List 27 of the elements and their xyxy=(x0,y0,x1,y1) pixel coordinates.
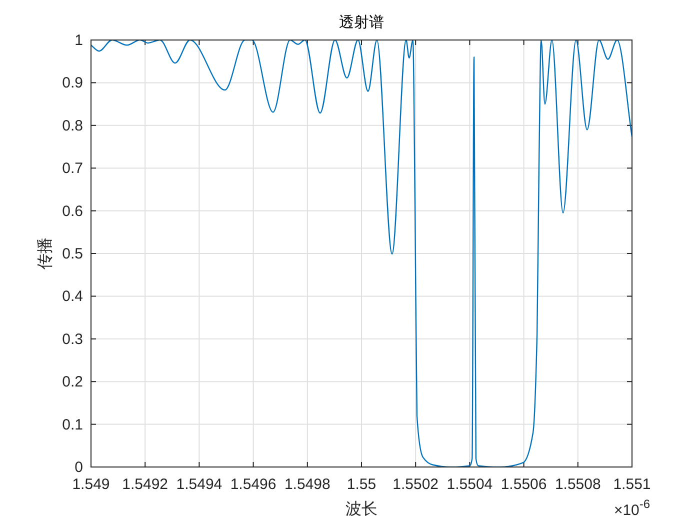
x-tick-label: 1.5506 xyxy=(500,476,547,493)
y-tick-label: 0.1 xyxy=(62,416,83,434)
y-tick-label: 1 xyxy=(74,32,83,49)
x-tick-label: 1.551 xyxy=(613,476,651,493)
x-tick-label: 1.55 xyxy=(346,476,376,493)
x-tick-label: 1.5498 xyxy=(284,476,330,493)
text: ×10$^{-6}$ xyxy=(614,497,650,519)
y-tick-label: 0 xyxy=(74,459,83,476)
y-tick-label: 0.5 xyxy=(62,246,83,262)
y-axis-title: 传播 xyxy=(37,238,54,270)
y-tick-label: 0.8 xyxy=(62,117,83,134)
y-tick-label: 0.7 xyxy=(62,160,83,178)
x-tick-label: 1.5496 xyxy=(230,476,276,493)
x-tick-label: 1.549 xyxy=(72,476,110,493)
x-axis-title: 波长 xyxy=(346,500,378,518)
y-tick-label: 0.4 xyxy=(62,288,83,306)
y-tick-label: 0.9 xyxy=(62,74,83,92)
line-series xyxy=(91,40,632,467)
y-tick-label: 0.3 xyxy=(62,330,83,348)
y-tick-label: 0.6 xyxy=(62,202,83,220)
x-tick-label: 1.5494 xyxy=(176,476,222,493)
x-tick-label: 1.5508 xyxy=(554,476,601,493)
x-tick-label: 1.5504 xyxy=(446,476,493,493)
x-tick-label: 1.5502 xyxy=(392,476,439,493)
y-tick-label: 0.2 xyxy=(62,374,83,391)
x-tick-label: 1.5492 xyxy=(122,476,168,493)
chart-title: 透射谱 xyxy=(339,14,384,31)
